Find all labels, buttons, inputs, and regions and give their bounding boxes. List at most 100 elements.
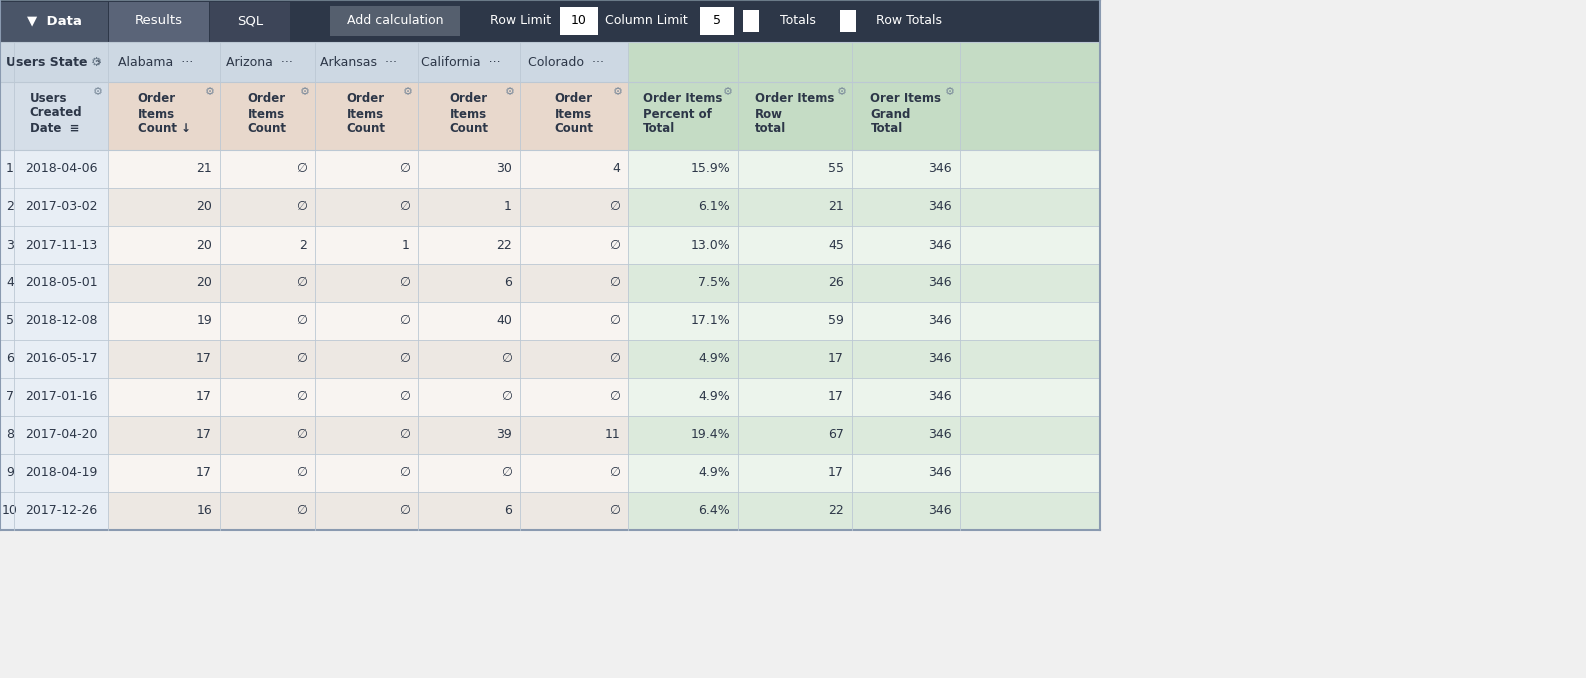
Bar <box>0 416 1101 454</box>
Text: Order
Items
Count: Order Items Count <box>555 92 593 136</box>
Text: ∅: ∅ <box>609 277 620 290</box>
Text: Arizona  ···: Arizona ··· <box>225 56 292 68</box>
Text: ⚙: ⚙ <box>614 87 623 97</box>
Text: 17: 17 <box>828 466 844 479</box>
Text: ⚙: ⚙ <box>300 87 309 97</box>
Text: ∅: ∅ <box>297 391 308 403</box>
Bar <box>0 302 108 340</box>
Text: Order Items
Percent of
Total: Order Items Percent of Total <box>644 92 723 136</box>
Text: ∅: ∅ <box>609 391 620 403</box>
Text: ∅: ∅ <box>501 391 512 403</box>
Text: 17: 17 <box>828 353 844 365</box>
Bar <box>628 416 1101 454</box>
Text: ∅: ∅ <box>400 315 411 327</box>
Text: 4: 4 <box>6 277 14 290</box>
Bar <box>628 226 1101 264</box>
Text: 346: 346 <box>928 353 952 365</box>
Text: 5: 5 <box>6 315 14 327</box>
Text: ∅: ∅ <box>400 277 411 290</box>
Bar <box>628 188 1101 226</box>
Text: 20: 20 <box>197 277 213 290</box>
Bar <box>628 378 1101 416</box>
Text: 4.9%: 4.9% <box>698 466 730 479</box>
Text: 40: 40 <box>496 315 512 327</box>
Bar <box>628 302 1101 340</box>
Text: 2016-05-17: 2016-05-17 <box>25 353 97 365</box>
Text: 2: 2 <box>6 201 14 214</box>
Text: SQL: SQL <box>236 14 263 28</box>
Text: 346: 346 <box>928 504 952 517</box>
Text: ∅: ∅ <box>400 466 411 479</box>
Bar <box>0 82 108 150</box>
Text: Row Totals: Row Totals <box>875 14 942 28</box>
Text: Order
Items
Count: Order Items Count <box>346 92 385 136</box>
Text: 5: 5 <box>714 14 722 28</box>
Text: 346: 346 <box>928 277 952 290</box>
Text: ∅: ∅ <box>501 466 512 479</box>
Text: ∅: ∅ <box>400 391 411 403</box>
Text: Colorado  ···: Colorado ··· <box>528 56 604 68</box>
Bar <box>0 492 1101 530</box>
Text: 2018-05-01: 2018-05-01 <box>25 277 97 290</box>
Text: 2018-12-08: 2018-12-08 <box>25 315 97 327</box>
Bar <box>0 302 1101 340</box>
Bar <box>0 264 108 302</box>
Text: 20: 20 <box>197 201 213 214</box>
Text: 17.1%: 17.1% <box>690 315 730 327</box>
Text: 4.9%: 4.9% <box>698 391 730 403</box>
Text: 7.5%: 7.5% <box>698 277 730 290</box>
Bar <box>0 492 108 530</box>
Text: ⚙: ⚙ <box>403 87 412 97</box>
Text: ∅: ∅ <box>400 201 411 214</box>
Text: 346: 346 <box>928 239 952 252</box>
Text: 2017-04-20: 2017-04-20 <box>25 428 97 441</box>
Text: ∅: ∅ <box>297 466 308 479</box>
Text: 346: 346 <box>928 201 952 214</box>
Text: 2: 2 <box>300 239 308 252</box>
Text: 6.4%: 6.4% <box>698 504 730 517</box>
Bar <box>628 454 1101 492</box>
Text: ⚙: ⚙ <box>205 87 216 97</box>
Text: 1: 1 <box>504 201 512 214</box>
Text: Arkansas  ···: Arkansas ··· <box>319 56 396 68</box>
Text: Totals: Totals <box>780 14 815 28</box>
Bar <box>628 150 1101 188</box>
Text: ∅: ∅ <box>297 353 308 365</box>
Text: 2017-11-13: 2017-11-13 <box>25 239 97 252</box>
Bar <box>109 2 209 42</box>
Text: 55: 55 <box>828 163 844 176</box>
Bar <box>0 188 108 226</box>
Text: ∅: ∅ <box>297 428 308 441</box>
Text: 26: 26 <box>828 277 844 290</box>
Bar <box>0 2 108 42</box>
Text: 346: 346 <box>928 315 952 327</box>
Text: 19.4%: 19.4% <box>690 428 730 441</box>
Text: 17: 17 <box>197 391 213 403</box>
Text: Row Limit: Row Limit <box>490 14 550 28</box>
Text: 10: 10 <box>571 14 587 28</box>
Text: 4.9%: 4.9% <box>698 353 730 365</box>
Bar <box>0 226 1101 264</box>
Bar <box>0 0 1101 530</box>
Text: 19: 19 <box>197 315 213 327</box>
Text: Order Items
Row
total: Order Items Row total <box>755 92 834 136</box>
Text: 3: 3 <box>6 239 14 252</box>
Text: 346: 346 <box>928 428 952 441</box>
Bar <box>330 6 460 36</box>
Text: 8: 8 <box>6 428 14 441</box>
Bar <box>0 340 108 378</box>
Bar <box>628 264 1101 302</box>
Bar <box>742 10 760 32</box>
Text: ∅: ∅ <box>609 315 620 327</box>
Text: ∅: ∅ <box>297 277 308 290</box>
Text: Results: Results <box>135 14 182 28</box>
Text: 21: 21 <box>828 201 844 214</box>
Text: 39: 39 <box>496 428 512 441</box>
Text: ⚙: ⚙ <box>837 87 847 97</box>
Text: 67: 67 <box>828 428 844 441</box>
Text: 1: 1 <box>6 163 14 176</box>
Text: ∅: ∅ <box>609 201 620 214</box>
Text: 17: 17 <box>828 391 844 403</box>
Text: 2017-03-02: 2017-03-02 <box>25 201 97 214</box>
Text: ∅: ∅ <box>400 163 411 176</box>
